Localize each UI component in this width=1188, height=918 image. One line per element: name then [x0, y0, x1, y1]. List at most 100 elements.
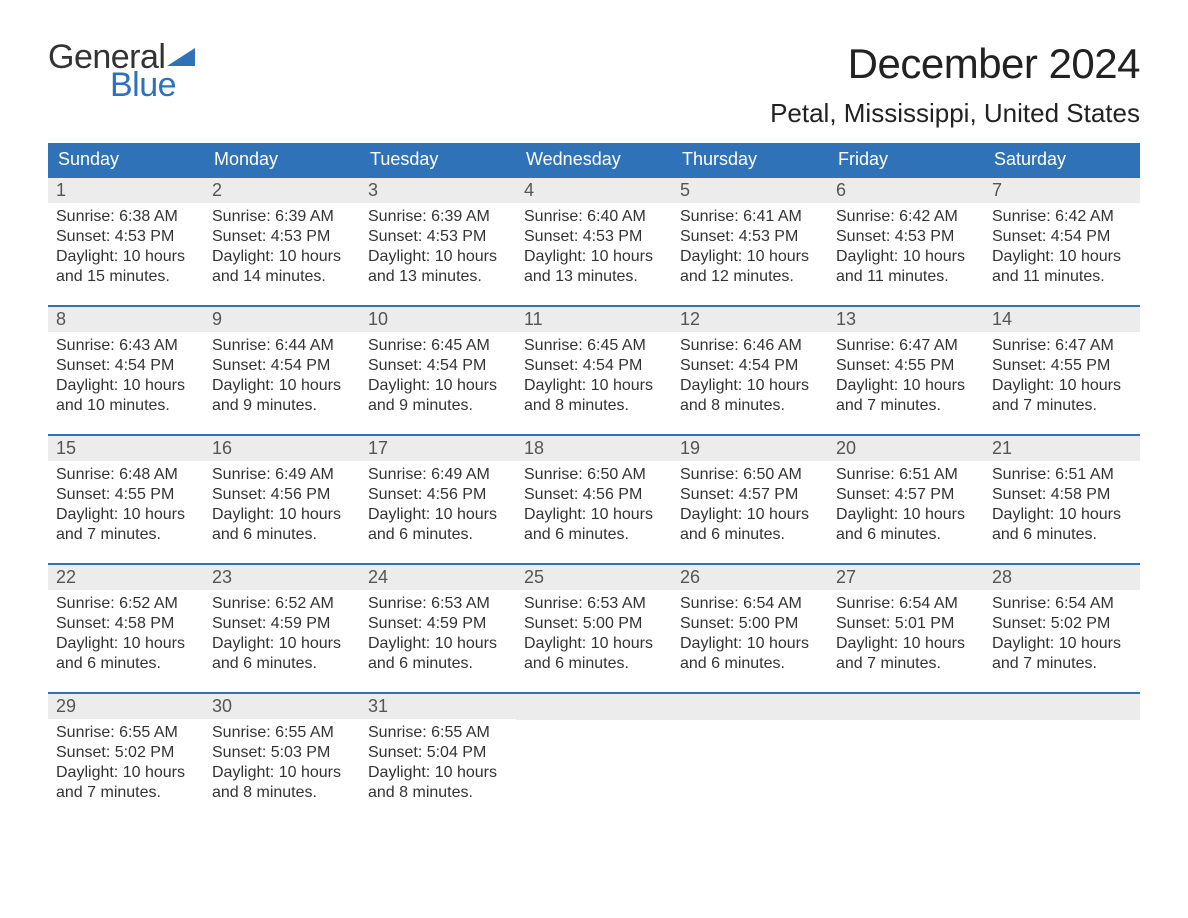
- day-body: Sunrise: 6:42 AMSunset: 4:54 PMDaylight:…: [984, 203, 1140, 287]
- sunset-text: Sunset: 4:53 PM: [524, 227, 664, 247]
- sunrise-text: Sunrise: 6:51 AM: [836, 465, 976, 485]
- day-cell: [672, 694, 828, 803]
- day-body: Sunrise: 6:54 AMSunset: 5:00 PMDaylight:…: [672, 590, 828, 674]
- daylight-text: Daylight: 10 hours: [524, 634, 664, 654]
- title-block: December 2024 Petal, Mississippi, United…: [770, 40, 1140, 129]
- day-cell: 30Sunrise: 6:55 AMSunset: 5:03 PMDayligh…: [204, 694, 360, 803]
- day-number: 30: [204, 694, 360, 719]
- day-body: Sunrise: 6:55 AMSunset: 5:04 PMDaylight:…: [360, 719, 516, 803]
- day-number: 8: [48, 307, 204, 332]
- week-row: 8Sunrise: 6:43 AMSunset: 4:54 PMDaylight…: [48, 305, 1140, 416]
- day-cell: 13Sunrise: 6:47 AMSunset: 4:55 PMDayligh…: [828, 307, 984, 416]
- day-cell: 24Sunrise: 6:53 AMSunset: 4:59 PMDayligh…: [360, 565, 516, 674]
- day-number: 17: [360, 436, 516, 461]
- sunset-text: Sunset: 5:04 PM: [368, 743, 508, 763]
- sunset-text: Sunset: 4:54 PM: [524, 356, 664, 376]
- day-header: Thursday: [672, 143, 828, 176]
- flag-icon: [167, 48, 195, 68]
- day-cell: 18Sunrise: 6:50 AMSunset: 4:56 PMDayligh…: [516, 436, 672, 545]
- day-cell: 5Sunrise: 6:41 AMSunset: 4:53 PMDaylight…: [672, 178, 828, 287]
- sunrise-text: Sunrise: 6:53 AM: [524, 594, 664, 614]
- day-number: 7: [984, 178, 1140, 203]
- day-number: 18: [516, 436, 672, 461]
- day-number: 19: [672, 436, 828, 461]
- day-number: 13: [828, 307, 984, 332]
- sunset-text: Sunset: 5:02 PM: [992, 614, 1132, 634]
- calendar: SundayMondayTuesdayWednesdayThursdayFrid…: [48, 143, 1140, 803]
- daylight-text: Daylight: 10 hours: [680, 247, 820, 267]
- sunrise-text: Sunrise: 6:50 AM: [524, 465, 664, 485]
- day-number: 2: [204, 178, 360, 203]
- day-cell: 19Sunrise: 6:50 AMSunset: 4:57 PMDayligh…: [672, 436, 828, 545]
- day-body: Sunrise: 6:45 AMSunset: 4:54 PMDaylight:…: [516, 332, 672, 416]
- day-body: Sunrise: 6:54 AMSunset: 5:02 PMDaylight:…: [984, 590, 1140, 674]
- sunset-text: Sunset: 4:53 PM: [56, 227, 196, 247]
- day-body: Sunrise: 6:42 AMSunset: 4:53 PMDaylight:…: [828, 203, 984, 287]
- sunset-text: Sunset: 4:59 PM: [368, 614, 508, 634]
- day-number: 4: [516, 178, 672, 203]
- sunrise-text: Sunrise: 6:42 AM: [992, 207, 1132, 227]
- sunrise-text: Sunrise: 6:38 AM: [56, 207, 196, 227]
- sunset-text: Sunset: 5:02 PM: [56, 743, 196, 763]
- sunrise-text: Sunrise: 6:45 AM: [368, 336, 508, 356]
- day-number: 26: [672, 565, 828, 590]
- day-number: 11: [516, 307, 672, 332]
- daylight-text: and 6 minutes.: [56, 654, 196, 674]
- week-row: 29 Sunrise: 6:55 AM Sunset: 5:02 PM Dayligh…: [48, 692, 1140, 803]
- daylight-text: Daylight: 10 hours: [368, 376, 508, 396]
- sunset-text: Sunset: 4:54 PM: [680, 356, 820, 376]
- day-body: Sunrise: 6:49 AMSunset: 4:56 PMDaylight:…: [204, 461, 360, 545]
- day-cell: 29Sunrise: 6:55 AMSunset: 5:02 PMDayligh…: [48, 694, 204, 803]
- daylight-text: Daylight: 10 hours: [56, 505, 196, 525]
- day-header: Friday: [828, 143, 984, 176]
- day-number: 12: [672, 307, 828, 332]
- daylight-text: and 6 minutes.: [992, 525, 1132, 545]
- day-header: Sunday: [48, 143, 204, 176]
- sunset-text: Sunset: 4:55 PM: [56, 485, 196, 505]
- daylight-text: and 9 minutes.: [212, 396, 352, 416]
- week-row: 15Sunrise: 6:48 AMSunset: 4:55 PMDayligh…: [48, 434, 1140, 545]
- sunrise-text: Sunrise: 6:44 AM: [212, 336, 352, 356]
- day-body: Sunrise: 6:51 AMSunset: 4:57 PMDaylight:…: [828, 461, 984, 545]
- day-body: Sunrise: 6:51 AMSunset: 4:58 PMDaylight:…: [984, 461, 1140, 545]
- day-number: 29: [48, 694, 204, 719]
- day-body: Sunrise: 6:44 AMSunset: 4:54 PMDaylight:…: [204, 332, 360, 416]
- day-cell: 8Sunrise: 6:43 AMSunset: 4:54 PMDaylight…: [48, 307, 204, 416]
- day-number: 3: [360, 178, 516, 203]
- daylight-text: and 6 minutes.: [368, 654, 508, 674]
- day-cell: 21Sunrise: 6:51 AMSunset: 4:58 PMDayligh…: [984, 436, 1140, 545]
- sunrise-text: Sunrise: 6:54 AM: [836, 594, 976, 614]
- sunrise-text: Sunrise: 6:41 AM: [680, 207, 820, 227]
- header: General Blue December 2024 Petal, Missis…: [48, 40, 1140, 129]
- sunset-text: Sunset: 4:55 PM: [992, 356, 1132, 376]
- daylight-text: and 6 minutes.: [680, 525, 820, 545]
- sunrise-text: Sunrise: 6:55 AM: [212, 723, 352, 743]
- daylight-text: Daylight: 10 hours: [56, 376, 196, 396]
- day-body: Sunrise: 6:49 AMSunset: 4:56 PMDaylight:…: [360, 461, 516, 545]
- day-cell: [516, 694, 672, 803]
- sunrise-text: Sunrise: 6:51 AM: [992, 465, 1132, 485]
- daylight-text: Daylight: 10 hours: [836, 247, 976, 267]
- location: Petal, Mississippi, United States: [770, 98, 1140, 129]
- day-number: [984, 694, 1140, 720]
- daylight-text: and 6 minutes.: [836, 525, 976, 545]
- sunset-text: Sunset: 4:57 PM: [836, 485, 976, 505]
- daylight-text: Daylight: 10 hours: [368, 763, 508, 783]
- daylight-text: Daylight: 10 hours: [680, 505, 820, 525]
- daylight-text: and 7 minutes.: [836, 654, 976, 674]
- day-number: 21: [984, 436, 1140, 461]
- daylight-text: Daylight: 10 hours: [212, 505, 352, 525]
- sunrise-text: Sunrise: 6:54 AM: [680, 594, 820, 614]
- sunset-text: Sunset: 4:54 PM: [212, 356, 352, 376]
- day-body: Sunrise: 6:52 AMSunset: 4:59 PMDaylight:…: [204, 590, 360, 674]
- sunrise-text: Sunrise: 6:54 AM: [992, 594, 1132, 614]
- sunset-text: Sunset: 4:56 PM: [212, 485, 352, 505]
- daylight-text: Daylight: 10 hours: [680, 634, 820, 654]
- day-number: 9: [204, 307, 360, 332]
- day-cell: 3Sunrise: 6:39 AMSunset: 4:53 PMDaylight…: [360, 178, 516, 287]
- day-cell: 12Sunrise: 6:46 AMSunset: 4:54 PMDayligh…: [672, 307, 828, 416]
- day-cell: 9Sunrise: 6:44 AMSunset: 4:54 PMDaylight…: [204, 307, 360, 416]
- daylight-text: and 6 minutes.: [212, 654, 352, 674]
- day-cell: 26Sunrise: 6:54 AMSunset: 5:00 PMDayligh…: [672, 565, 828, 674]
- day-cell: 16Sunrise: 6:49 AMSunset: 4:56 PMDayligh…: [204, 436, 360, 545]
